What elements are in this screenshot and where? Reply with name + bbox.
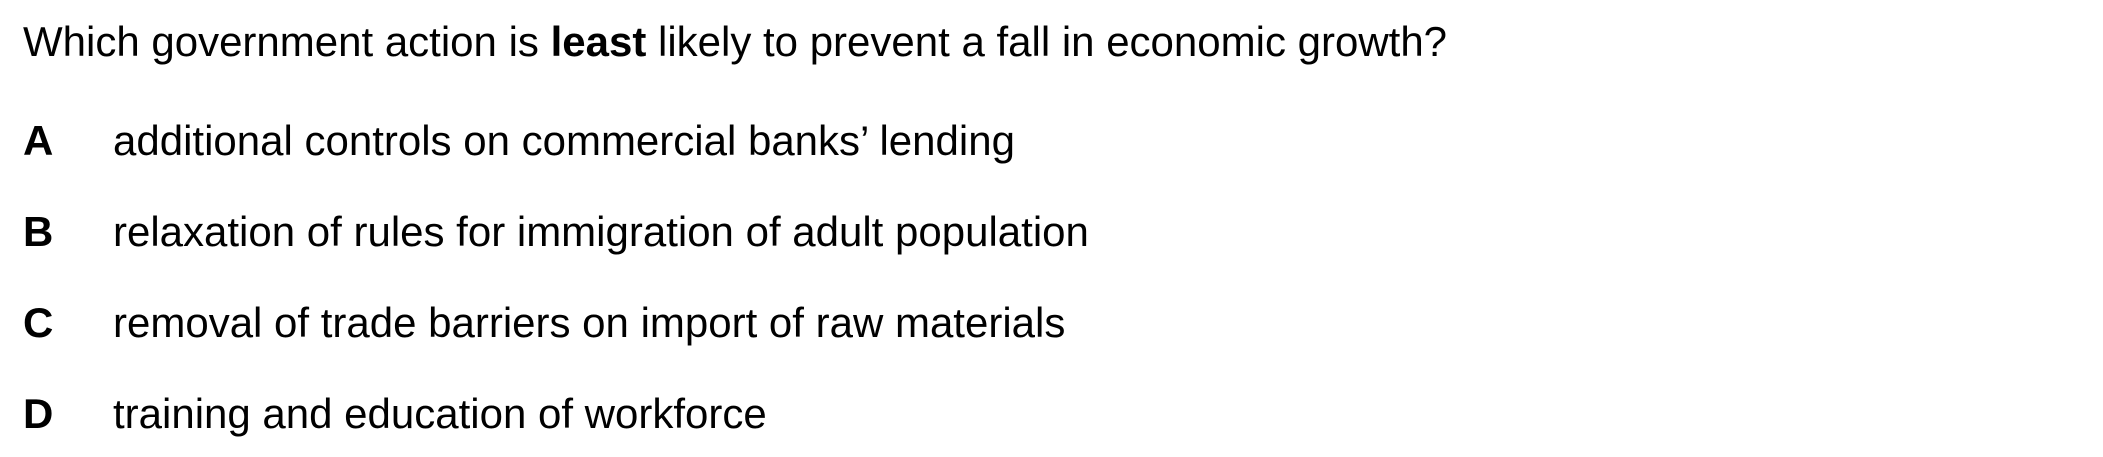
option-b-letter: B (23, 208, 54, 255)
question-emphasis: least (550, 18, 647, 65)
option-b-text: relaxation of rules for immigration of a… (113, 208, 1089, 255)
option-a-text: additional controls on commercial banks’… (113, 117, 1015, 164)
option-c-letter: C (23, 299, 54, 346)
option-a-letter: A (23, 117, 54, 164)
option-d-text: training and education of workforce (113, 390, 767, 437)
question-suffix: likely to prevent a fall in economic gro… (646, 18, 1448, 65)
option-c-text: removal of trade barriers on import of r… (113, 299, 1066, 346)
option-d-letter: D (23, 390, 54, 437)
question-text: Which government action is least likely … (23, 14, 1447, 70)
question-prefix: Which government action is (23, 18, 551, 65)
